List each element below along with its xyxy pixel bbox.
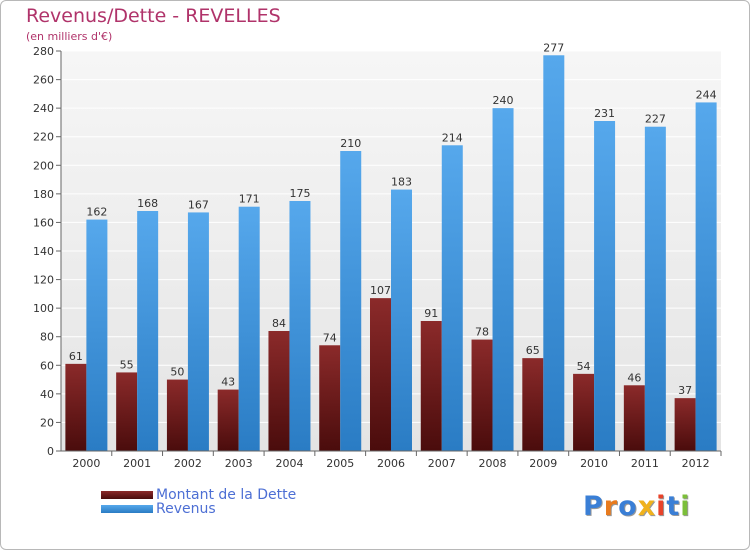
data-label-revenus-2011: 227 [645,113,666,126]
y-tick-label: 0 [47,445,54,458]
x-tick-label: 2003 [225,457,253,470]
bar-dette-2000 [65,363,87,451]
bar-dette-2011 [623,385,645,451]
y-tick-label: 80 [40,331,54,344]
data-label-revenus-2005: 210 [340,137,361,150]
data-label-revenus-2004: 175 [289,187,310,200]
bar-dette-2012 [674,398,696,451]
data-label-dette-2006: 107 [370,284,391,297]
data-label-dette-2008: 78 [475,326,489,339]
x-tick-label: 2000 [72,457,100,470]
data-label-dette-2010: 54 [577,360,591,373]
bar-dette-2005 [319,345,341,451]
bar-dette-2010 [573,373,595,451]
x-tick-label: 2004 [275,457,303,470]
data-label-revenus-2000: 162 [86,206,107,219]
logo-letter: i [656,491,667,522]
bar-revenus-2000 [86,219,108,451]
y-tick-label: 140 [33,245,54,258]
legend-item-revenus: Revenus [101,501,216,517]
y-tick-label: 40 [40,388,54,401]
data-label-revenus-2010: 231 [594,107,615,120]
bar-dette-2004 [268,331,290,451]
y-tick-label: 260 [33,74,54,87]
data-label-dette-2011: 46 [627,371,641,384]
logo-letter: x [637,491,657,522]
data-label-dette-2000: 61 [69,350,83,363]
bar-dette-2001 [116,372,138,451]
logo-letter: i [680,491,691,522]
logo-letter: r [603,491,619,522]
bar-revenus-2002 [187,212,209,451]
legend-swatch-dette [101,491,153,499]
legend-swatch-revenus [101,505,153,513]
data-label-revenus-2009: 277 [543,41,564,54]
bar-dette-2008 [471,339,493,451]
x-tick-label: 2010 [580,457,608,470]
data-label-dette-2001: 55 [120,358,134,371]
y-tick-label: 240 [33,102,54,115]
data-label-dette-2003: 43 [221,376,235,389]
data-label-revenus-2012: 244 [696,88,717,101]
x-tick-label: 2006 [377,457,405,470]
bar-revenus-2004 [289,201,311,451]
x-tick-label: 2009 [529,457,557,470]
x-tick-label: 2012 [682,457,710,470]
x-tick-label: 2001 [123,457,151,470]
bar-revenus-2011 [644,126,666,451]
y-tick-label: 20 [40,416,54,429]
bar-revenus-2012 [695,102,717,451]
y-tick-label: 60 [40,359,54,372]
bar-revenus-2005 [340,151,362,451]
bar-revenus-2008 [492,108,514,452]
chart-subtitle: (en milliers d'€) [26,30,113,43]
bar-dette-2002 [166,379,188,451]
bar-revenus-2009 [543,55,565,452]
bar-revenus-2003 [238,206,260,451]
logo-letter: P [583,491,604,522]
x-tick-label: 2011 [631,457,659,470]
data-label-dette-2002: 50 [170,366,184,379]
y-tick-label: 100 [33,302,54,315]
logo-letter: o [618,491,638,522]
bar-dette-2009 [522,358,544,451]
bar-revenus-2010 [594,121,616,451]
y-tick-label: 220 [33,131,54,144]
bar-revenus-2007 [441,145,463,452]
chart-title: Revenus/Dette - REVELLES [26,5,281,27]
data-label-dette-2005: 74 [323,331,337,344]
data-label-revenus-2006: 183 [391,176,412,189]
data-label-dette-2012: 37 [678,384,692,397]
x-tick-label: 2008 [479,457,507,470]
data-label-revenus-2001: 168 [137,197,158,210]
x-tick-label: 2005 [326,457,354,470]
proxiti-logo: Proxiti [583,491,691,522]
data-label-revenus-2002: 167 [188,198,209,211]
legend-label-dette: Montant de la Dette [156,487,297,503]
bar-dette-2006 [370,298,391,451]
bar-revenus-2001 [137,211,159,451]
data-label-revenus-2003: 171 [239,193,260,206]
data-label-dette-2004: 84 [272,317,286,330]
x-tick-label: 2007 [428,457,456,470]
bar-dette-2007 [420,321,442,451]
data-label-revenus-2008: 240 [493,94,514,107]
bar-revenus-2006 [391,189,412,452]
y-tick-label: 280 [33,45,54,58]
legend-label-revenus: Revenus [156,501,216,517]
legend-item-dette: Montant de la Dette [101,487,297,503]
y-tick-label: 180 [33,188,54,201]
y-tick-label: 120 [33,274,54,287]
logo-letter: t [666,491,681,522]
y-tick-label: 200 [33,159,54,172]
data-label-revenus-2007: 214 [442,131,463,144]
data-label-dette-2007: 91 [424,307,438,320]
bar-dette-2003 [217,389,239,451]
data-label-dette-2009: 65 [526,344,540,357]
x-tick-label: 2002 [174,457,202,470]
y-tick-label: 160 [33,216,54,229]
